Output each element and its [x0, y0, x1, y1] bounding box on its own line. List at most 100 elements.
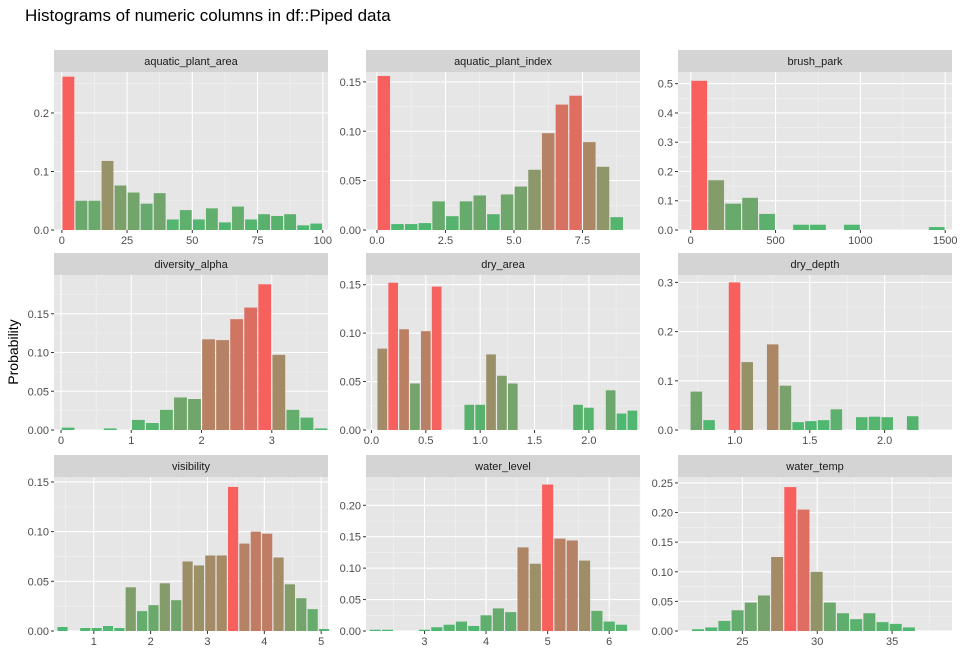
- x-tick-label: 25: [121, 235, 133, 247]
- y-tick-label: 0.1: [658, 196, 673, 208]
- histogram-bar: [166, 219, 179, 230]
- panel-diversity_alpha: diversity_alpha 0.00 0.05 0.10 0.15 0 1 2 3: [28, 253, 328, 447]
- y-tick-label: 0.05: [340, 377, 361, 389]
- histogram-bar: [603, 621, 615, 631]
- strip-label: water_temp: [785, 461, 843, 473]
- y-tick-label: 0.05: [28, 386, 49, 398]
- histogram-bar: [61, 427, 75, 430]
- y-tick-label: 0.15: [340, 532, 361, 544]
- histogram-bar: [399, 329, 409, 430]
- panel-aquatic_plant_index: aquatic_plant_index 0.00 0.05 0.10 0.15 0.0 2.…: [340, 50, 640, 247]
- histogram-bar: [514, 186, 528, 230]
- strip-label: diversity_alpha: [154, 259, 228, 271]
- histogram-bar: [377, 75, 391, 230]
- histogram-bar: [245, 219, 257, 230]
- strip-label: visibility: [172, 461, 210, 473]
- histogram-bar: [137, 611, 148, 631]
- histogram-bar: [703, 420, 715, 430]
- histogram-bar: [692, 629, 705, 631]
- histogram-bar: [101, 160, 114, 230]
- y-tick-label: 0.20: [340, 500, 361, 512]
- histogram-bar: [744, 602, 757, 631]
- strip-label: aquatic_plant_index: [454, 56, 552, 68]
- histogram-bar: [591, 610, 603, 631]
- histogram-bar: [718, 620, 731, 631]
- y-tick-label: 0.10: [652, 567, 673, 579]
- histogram-bar: [823, 602, 836, 631]
- x-tick-label: 1000: [848, 235, 872, 247]
- histogram-bar: [193, 565, 205, 631]
- x-tick-label: 7.5: [575, 235, 590, 247]
- y-tick-label: 0.2: [34, 108, 49, 120]
- y-tick-label: 0.3: [658, 137, 673, 149]
- y-tick-label: 0.00: [340, 626, 361, 638]
- x-tick-label: 2: [198, 435, 204, 447]
- y-tick-label: 0.0: [658, 225, 673, 237]
- histogram-bar: [188, 399, 201, 430]
- y-tick-label: 0.00: [340, 225, 361, 237]
- x-tick-label: 6: [606, 636, 612, 648]
- histogram-bar: [446, 216, 459, 230]
- y-tick-label: 0.05: [340, 595, 361, 607]
- histogram-bar: [296, 598, 307, 631]
- strip-background: [54, 455, 328, 477]
- histogram-bar: [529, 563, 541, 631]
- histogram-bar: [507, 383, 518, 430]
- strip-label: water_level: [474, 461, 531, 473]
- histogram-bar: [497, 375, 507, 430]
- x-tick-label: 0.0: [369, 235, 384, 247]
- x-tick-label: 100: [314, 235, 332, 247]
- histogram-bar: [610, 217, 623, 230]
- histogram-bar: [615, 624, 628, 631]
- y-tick-label: 0.05: [652, 596, 673, 608]
- x-tick-label: 2.0: [877, 435, 892, 447]
- x-tick-label: 0.0: [364, 435, 379, 447]
- histogram-bar: [391, 224, 404, 230]
- histogram-bar: [377, 348, 388, 430]
- histogram-bar: [153, 193, 166, 230]
- x-tick-label: 2.0: [581, 435, 596, 447]
- strip-background: [366, 50, 640, 72]
- strip-background: [678, 455, 952, 477]
- histogram-bar: [192, 219, 205, 230]
- y-tick-label: 0.15: [28, 309, 49, 321]
- chart-title: Histograms of numeric columns in df::Pip…: [25, 6, 391, 25]
- y-tick-label: 0.1: [658, 376, 673, 388]
- y-tick-label: 0.10: [340, 126, 361, 138]
- strip-background: [54, 253, 328, 275]
- y-tick-label: 0.15: [28, 477, 49, 489]
- panel-water_level: water_level 0.00 0.05 0.10 0.15 0.20 3 4 5 6: [340, 455, 641, 648]
- histogram-bar: [881, 417, 894, 430]
- y-tick-label: 0.10: [340, 328, 361, 340]
- x-tick-label: 50: [186, 235, 198, 247]
- histogram-bar: [250, 531, 261, 631]
- histogram-bar: [797, 509, 810, 631]
- histogram-bar: [486, 354, 496, 430]
- histogram-bar: [272, 354, 286, 430]
- histogram-bar: [258, 214, 270, 230]
- panel-water_temp: water_temp 0.00 0.05 0.10 0.15 0.20 0.25 25 30 35: [652, 455, 952, 648]
- histogram-bar: [80, 628, 91, 631]
- histogram-bar: [171, 600, 182, 631]
- histogram-bar: [443, 624, 455, 631]
- y-tick-label: 0.2: [658, 327, 673, 339]
- strip-label: aquatic_plant_area: [144, 56, 238, 68]
- strip-label: brush_park: [787, 56, 843, 68]
- y-tick-label: 0.3: [658, 277, 673, 289]
- histogram-bar: [583, 142, 596, 230]
- x-tick-label: 0: [688, 235, 694, 247]
- histogram-bar: [850, 619, 863, 631]
- histogram-bar: [159, 583, 170, 631]
- histogram-bar: [125, 587, 136, 631]
- histogram-bar: [62, 76, 75, 230]
- histogram-bar: [271, 215, 284, 230]
- histogram-bar: [902, 627, 915, 631]
- histogram-bar: [555, 104, 569, 230]
- y-tick-label: 0.10: [28, 348, 49, 360]
- histogram-bar: [793, 224, 809, 230]
- histogram-bar: [616, 413, 627, 430]
- histogram-bar: [174, 397, 187, 430]
- histogram-bar: [91, 628, 102, 631]
- histogram-bar: [205, 208, 218, 230]
